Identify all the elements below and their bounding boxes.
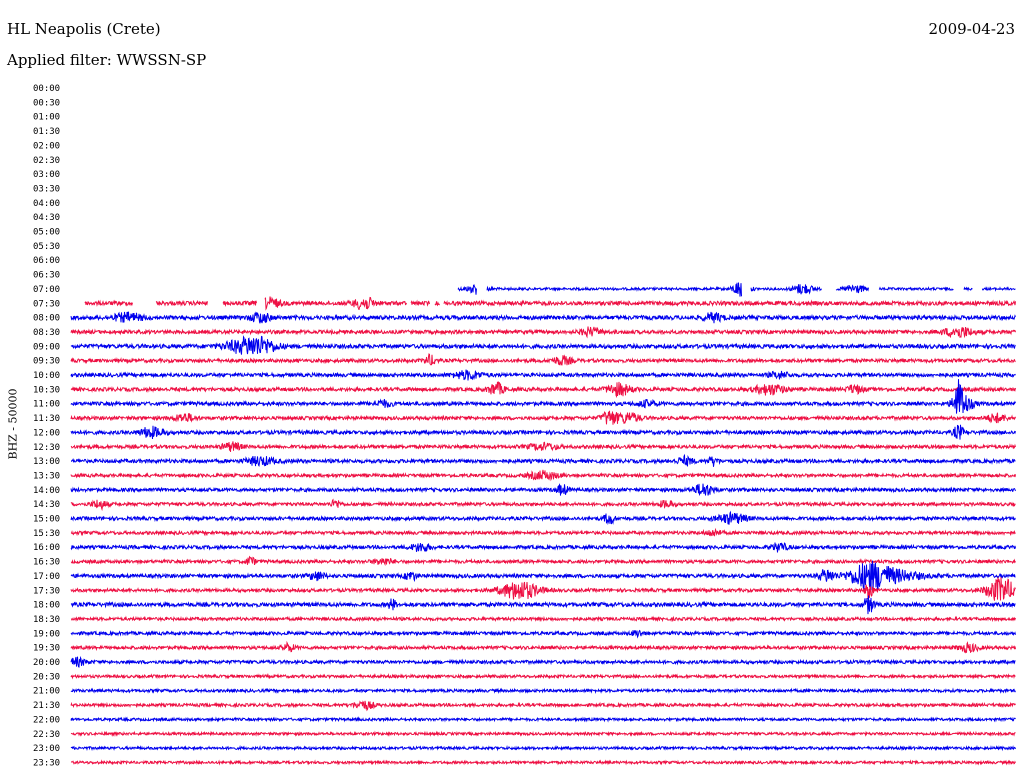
trace-row-1300 <box>71 453 1016 467</box>
time-tick-label: 04:00 <box>33 199 60 209</box>
date-label: 2009-04-23 <box>928 20 1015 38</box>
trace-row-2330 <box>70 759 1016 766</box>
time-tick-label: 18:30 <box>33 615 60 625</box>
filter-label: Applied filter: WWSSN-SP <box>7 51 207 69</box>
trace-row-1030 <box>70 380 1016 399</box>
time-tick-label: 08:30 <box>33 328 60 338</box>
time-tick-label: 17:00 <box>33 572 60 582</box>
trace-row-0830 <box>70 326 1016 339</box>
trace-row-0900 <box>70 335 1016 355</box>
time-tick-label: 11:00 <box>33 400 60 410</box>
time-tick-label: 01:00 <box>33 113 60 123</box>
trace-row-0800 <box>70 311 1016 324</box>
time-tick-label: 22:00 <box>33 715 60 725</box>
time-tick-label: 19:30 <box>33 644 60 654</box>
time-tick-label: 03:30 <box>33 184 60 194</box>
time-tick-label: 07:00 <box>33 285 60 295</box>
time-tick-label: 06:00 <box>33 256 60 266</box>
time-tick-label: 17:30 <box>33 586 60 596</box>
trace-row-1230 <box>70 441 1016 452</box>
station-title: HL Neapolis (Crete) <box>7 20 161 38</box>
time-tick-label: 20:00 <box>33 658 60 668</box>
time-tick-label: 06:30 <box>33 271 60 281</box>
trace-row-1730 <box>70 577 1016 601</box>
time-tick-label: 05:00 <box>33 228 60 238</box>
time-tick-label: 23:30 <box>33 758 60 768</box>
time-tick-label: 03:00 <box>33 170 60 180</box>
time-tick-label: 20:30 <box>33 672 60 682</box>
time-tick-label: 09:30 <box>33 357 60 367</box>
trace-row-2100 <box>70 687 1016 695</box>
time-tick-label: 02:30 <box>33 156 60 166</box>
trace-row-1530 <box>70 527 1016 537</box>
time-tick-label: 01:30 <box>33 127 60 137</box>
trace-row-2300 <box>70 744 1016 752</box>
time-tick-labels: 00:00 00:30 01:00 01:30 02:00 02:30 03:00 03:30… <box>33 84 60 768</box>
trace-row-0730 <box>84 296 1016 311</box>
trace-row-1430 <box>70 498 1016 512</box>
time-tick-label: 19:00 <box>33 629 60 639</box>
trace-row-2000 <box>70 655 1016 668</box>
time-tick-label: 15:00 <box>33 515 60 525</box>
time-tick-label: 08:00 <box>33 314 60 324</box>
time-tick-label: 18:00 <box>33 601 60 611</box>
trace-row-2130 <box>70 700 1016 712</box>
trace-row-2230 <box>70 730 1016 737</box>
trace-row-1200 <box>70 424 1016 440</box>
time-tick-label: 02:00 <box>33 141 60 151</box>
time-tick-label: 11:30 <box>33 414 60 424</box>
trace-row-1130 <box>70 410 1016 425</box>
time-tick-label: 10:30 <box>33 385 60 395</box>
trace-row-0700 <box>457 282 1016 297</box>
time-tick-label: 14:30 <box>33 500 60 510</box>
trace-row-1800 <box>70 595 1016 615</box>
time-tick-label: 12:30 <box>33 443 60 453</box>
time-tick-label: 16:00 <box>33 543 60 553</box>
trace-row-1930 <box>70 640 1016 654</box>
time-tick-label: 12:00 <box>33 428 60 438</box>
trace-row-1900 <box>70 629 1016 639</box>
trace-row-1000 <box>70 369 1016 381</box>
time-tick-label: 15:30 <box>33 529 60 539</box>
time-tick-label: 09:00 <box>33 342 60 352</box>
time-tick-label: 07:30 <box>33 299 60 309</box>
time-tick-label: 22:30 <box>33 730 60 740</box>
trace-row-1400 <box>70 483 1016 497</box>
trace-row-1630 <box>70 555 1016 567</box>
time-tick-label: 04:30 <box>33 213 60 223</box>
time-tick-label: 21:00 <box>33 687 60 697</box>
time-tick-label: 10:00 <box>33 371 60 381</box>
time-tick-label: 00:00 <box>33 84 60 94</box>
trace-row-0930 <box>70 353 1016 366</box>
trace-row-1100 <box>70 379 1016 414</box>
time-tick-label: 00:30 <box>33 98 60 108</box>
trace-row-1830 <box>70 615 1016 623</box>
time-tick-label: 21:30 <box>33 701 60 711</box>
trace-row-2200 <box>70 716 1016 723</box>
trace-row-1600 <box>70 542 1016 553</box>
seismic-traces <box>70 282 1016 766</box>
time-tick-label: 13:30 <box>33 471 60 481</box>
time-tick-label: 23:00 <box>33 744 60 754</box>
trace-row-2030 <box>70 673 1016 680</box>
trace-row-1700 <box>70 560 1016 593</box>
time-tick-label: 05:30 <box>33 242 60 252</box>
time-tick-label: 14:00 <box>33 486 60 496</box>
time-tick-label: 13:00 <box>33 457 60 467</box>
trace-row-1330 <box>70 469 1016 482</box>
trace-row-1500 <box>70 510 1016 526</box>
time-tick-label: 16:30 <box>33 558 60 568</box>
